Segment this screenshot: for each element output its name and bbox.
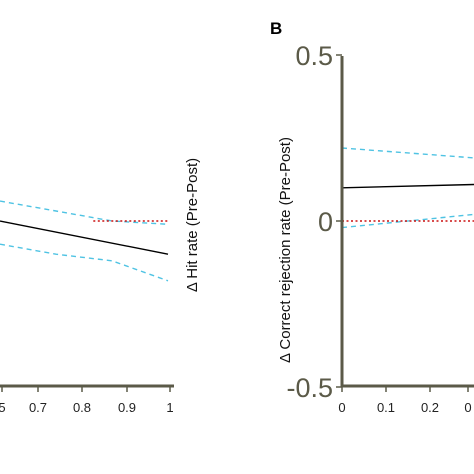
- panel-b-y-tick-label: 0: [318, 207, 333, 237]
- panel-a-y-axis-title: Δ Hit rate (Pre-Post): [184, 158, 201, 292]
- panel-b-letter: B: [270, 19, 282, 38]
- panel-a-series: [0, 200, 169, 282]
- panel-b-series-fit: [341, 183, 474, 189]
- panel-b-series-ci-upper: [341, 147, 474, 159]
- panel-b-y-ticks: 0.5 0 -0.5: [286, 41, 342, 403]
- panel-b-x-tick-label: 0.2: [421, 400, 439, 415]
- panel-b-series-ci-lower: [341, 213, 474, 229]
- panel-a-x-tick-label: 0.9: [118, 400, 136, 415]
- panel-a-series-fit: [0, 220, 169, 255]
- panel-b-x-tick-label: 0: [338, 400, 345, 415]
- panel-b-x-tick-label: 0: [464, 400, 471, 415]
- panel-a-x-tick-label: 1: [166, 400, 173, 415]
- panel-a-x-ticks: 5 0.7 0.8 0.9 1: [0, 386, 174, 415]
- panel-b-y-tick-label: -0.5: [286, 373, 333, 403]
- panel-b: B 0.5 0 -0.5 0 0.1 0.2 0 Δ Correct rejection …: [270, 19, 474, 415]
- panel-a-series-ci-upper: [0, 200, 169, 225]
- panel-b-x-ticks: 0 0.1 0.2 0: [338, 386, 472, 415]
- panel-a-x-tick-label: 0.8: [73, 400, 91, 415]
- panel-a-x-tick-label: 5: [0, 400, 6, 415]
- panel-a-x-tick-label: 0.7: [29, 400, 47, 415]
- panel-b-y-tick-label: 0.5: [295, 41, 333, 71]
- panel-a-series-ci-lower: [0, 243, 169, 282]
- panel-b-x-tick-label: 0.1: [377, 400, 395, 415]
- panel-b-series: [341, 147, 474, 229]
- panel-b-y-axis-title: Δ Correct rejection rate (Pre-Post): [277, 137, 294, 363]
- panel-a: 5 0.7 0.8 0.9 1 Δ Hit rate (Pre-Post): [0, 158, 201, 415]
